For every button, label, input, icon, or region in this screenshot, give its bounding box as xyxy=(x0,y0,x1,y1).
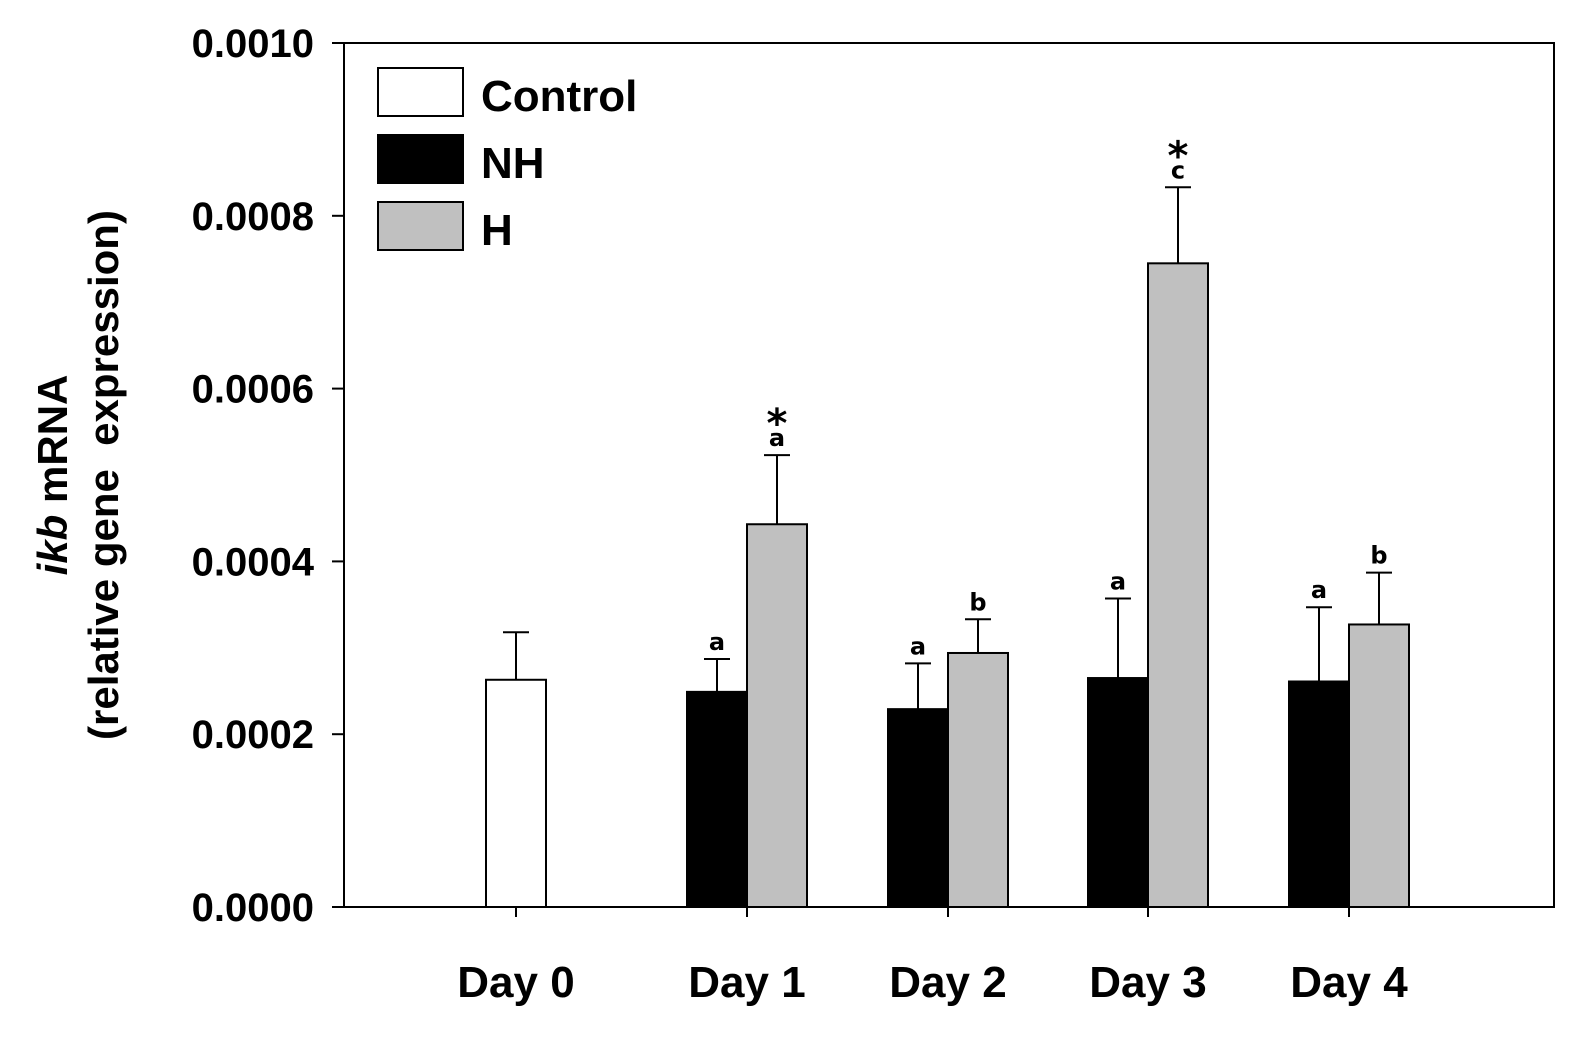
y-tick-label-3: 0.0006 xyxy=(192,368,314,412)
bar-nh-4 xyxy=(1288,680,1350,908)
bar-h-2 xyxy=(947,651,1009,909)
legend-label-nh: NH xyxy=(481,139,545,188)
bars xyxy=(485,262,1410,909)
bar-h-1 xyxy=(746,523,808,908)
sig-star-h-3: * xyxy=(1168,133,1189,179)
sig-letter-h-4: b xyxy=(1370,542,1387,570)
sig-letter-nh-4: a xyxy=(1311,576,1327,604)
sig-star-h-1: * xyxy=(767,401,788,447)
y-tick-label-4: 0.0008 xyxy=(192,195,314,239)
x-tick-label-1: Day 1 xyxy=(688,958,805,1007)
sig-letter-h-1: a xyxy=(769,424,785,452)
legend-label-control: Control xyxy=(481,72,637,121)
y-tick-label-0: 0.0000 xyxy=(192,886,314,930)
bar-nh-1 xyxy=(686,690,748,909)
significance-annotations: a aa aa*bc*b xyxy=(709,133,1388,660)
sig-letter-nh-3: a xyxy=(1110,568,1126,596)
legend-swatch-h xyxy=(377,201,464,251)
y-tick-label-5: 0.0010 xyxy=(192,22,314,66)
bar-h-4 xyxy=(1348,623,1410,908)
legend-swatch-nh xyxy=(377,134,464,184)
y-axis-label-rest: mRNA xyxy=(29,375,76,515)
y-axis-label: ikb mRNA (relative gene expression) xyxy=(29,210,127,740)
x-axis-ticks: Day 0 Day 1 Day 2 Day 3 Day 4 xyxy=(457,907,1408,1007)
error-bars xyxy=(503,186,1392,710)
bar-h-3 xyxy=(1147,262,1209,908)
x-tick-label-0: Day 0 xyxy=(457,958,574,1007)
y-tick-label-1: 0.0002 xyxy=(192,713,314,757)
bar-control-0 xyxy=(485,678,547,908)
sig-letter-h-3: c xyxy=(1171,156,1185,184)
svg-text:ikb mRNA: ikb mRNA xyxy=(29,375,76,576)
sig-letter-nh-1: a xyxy=(709,628,725,656)
y-axis-label-line2: (relative gene expression) xyxy=(80,210,127,740)
legend-swatch-control xyxy=(377,67,464,117)
x-tick-label-3: Day 3 xyxy=(1089,958,1206,1007)
y-axis-label-italic: ikb xyxy=(29,515,76,576)
bar-nh-2 xyxy=(887,708,949,908)
sig-letter-nh-2: a xyxy=(910,632,926,660)
bar-nh-3 xyxy=(1087,677,1149,908)
x-tick-label-2: Day 2 xyxy=(889,958,1006,1007)
sig-letter-h-2: b xyxy=(969,588,986,616)
legend: Control NH H xyxy=(377,67,637,255)
x-tick-label-4: Day 4 xyxy=(1290,958,1408,1007)
y-tick-label-2: 0.0004 xyxy=(192,540,315,584)
legend-label-h: H xyxy=(481,206,513,255)
y-axis-ticks: 0.0000 0.0002 0.0004 0.0006 0.0008 0.0010 xyxy=(192,22,344,930)
